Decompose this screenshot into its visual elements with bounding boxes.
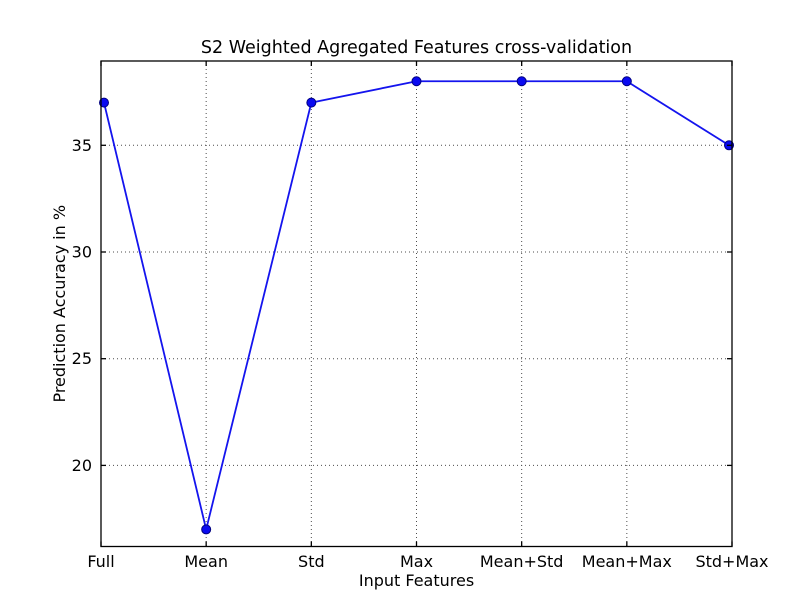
x-tick-label: Std+Max <box>695 552 768 571</box>
x-tick-label: Full <box>87 552 114 571</box>
y-tick-label: 20 <box>72 456 92 475</box>
x-axis-label: Input Features <box>359 571 474 590</box>
data-point-marker <box>306 97 317 108</box>
y-tick-label: 25 <box>72 349 92 368</box>
x-tick-label: Mean+Max <box>582 552 672 571</box>
x-tick-label: Mean <box>184 552 228 571</box>
chart-title: S2 Weighted Agregated Features cross-val… <box>201 38 632 58</box>
y-axis-label: Prediction Accuracy in % <box>50 205 69 403</box>
y-tick-label: 35 <box>72 136 92 155</box>
data-point-marker <box>621 76 632 87</box>
y-tick-label: 30 <box>72 242 92 261</box>
data-point-marker <box>411 76 422 87</box>
data-point-marker <box>99 97 109 108</box>
x-tick-label: Mean+Std <box>480 552 564 571</box>
x-tick-label: Max <box>400 552 433 571</box>
x-tick-label: Std <box>298 552 325 571</box>
data-point-marker <box>201 524 212 535</box>
data-point-marker <box>516 76 527 87</box>
